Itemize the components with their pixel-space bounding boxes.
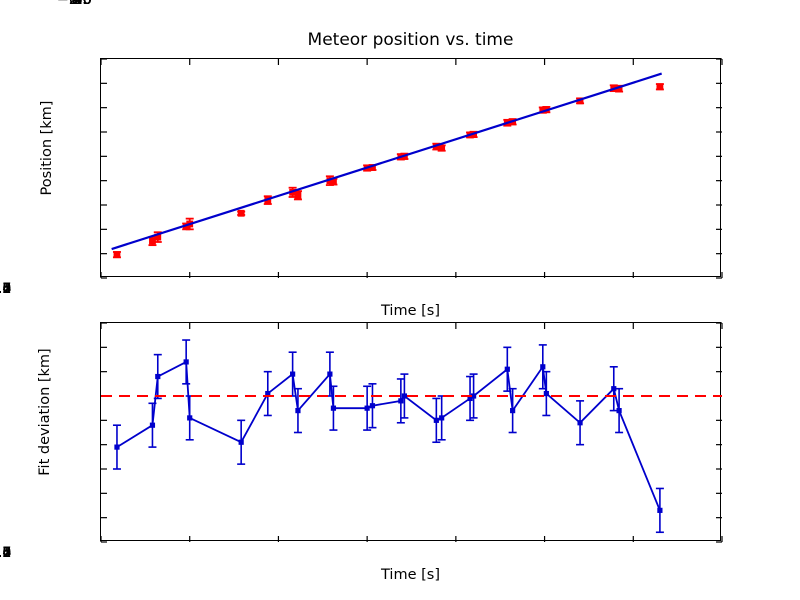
y-tick-label: 1.5 [69,0,92,8]
x-axis-tick-labels-bottom: 0.00.10.20.30.40.50.60.7 [0,545,800,565]
x-axis-tick-labels-top: 0.00.10.20.30.40.50.60.7 [0,281,800,301]
chart-title: Meteor position vs. time [100,30,721,50]
position-vs-time-plot [100,58,721,277]
residual-plot-surface [101,323,722,542]
position-plot-surface [101,59,722,278]
y-axis-label-bottom: Fit deviation [km] [37,312,53,512]
x-axis-label-top: Time [s] [100,303,721,319]
figure-canvas: Meteor position vs. time −50510152025303… [0,0,800,600]
fit-deviation-plot [100,322,721,541]
y-axis-label-top: Position [km] [39,58,55,238]
x-tick-label: 0.7 [0,281,12,297]
x-tick-label: 0.7 [0,545,12,561]
x-axis-label-bottom: Time [s] [100,567,721,583]
